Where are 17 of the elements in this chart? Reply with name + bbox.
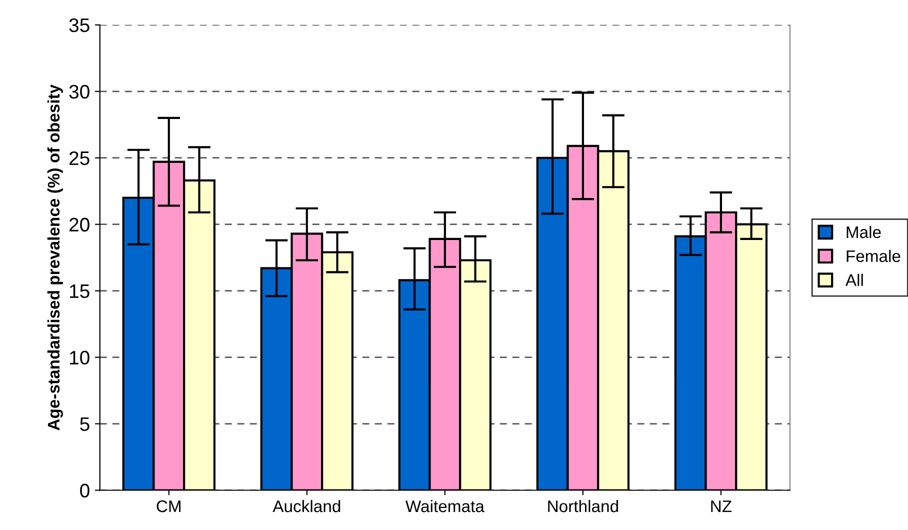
x-tick-label: Auckland — [272, 500, 340, 512]
x-tick-label: Northland — [548, 500, 618, 512]
y-tick-label: 15 — [70, 284, 90, 298]
y-tick-label: 0 — [80, 484, 90, 498]
y-tick-label: 20 — [70, 218, 90, 232]
legend-label: All — [845, 274, 863, 286]
y-tick-label: 25 — [70, 151, 90, 166]
legend-label: Female — [846, 250, 900, 262]
y-tick-label: 35 — [69, 18, 90, 32]
legend-label: Male — [846, 226, 881, 238]
y-tick-label: 10 — [70, 350, 90, 365]
y-tick-label: 5 — [80, 417, 90, 432]
x-tick-label: NZ — [711, 500, 732, 512]
y-axis-title: Age-standardised prevalence (%) of obesity — [47, 84, 63, 430]
y-tick-label: 30 — [69, 84, 90, 99]
x-tick-label: Waitemata — [405, 500, 484, 512]
x-tick-label: CM — [156, 500, 180, 512]
